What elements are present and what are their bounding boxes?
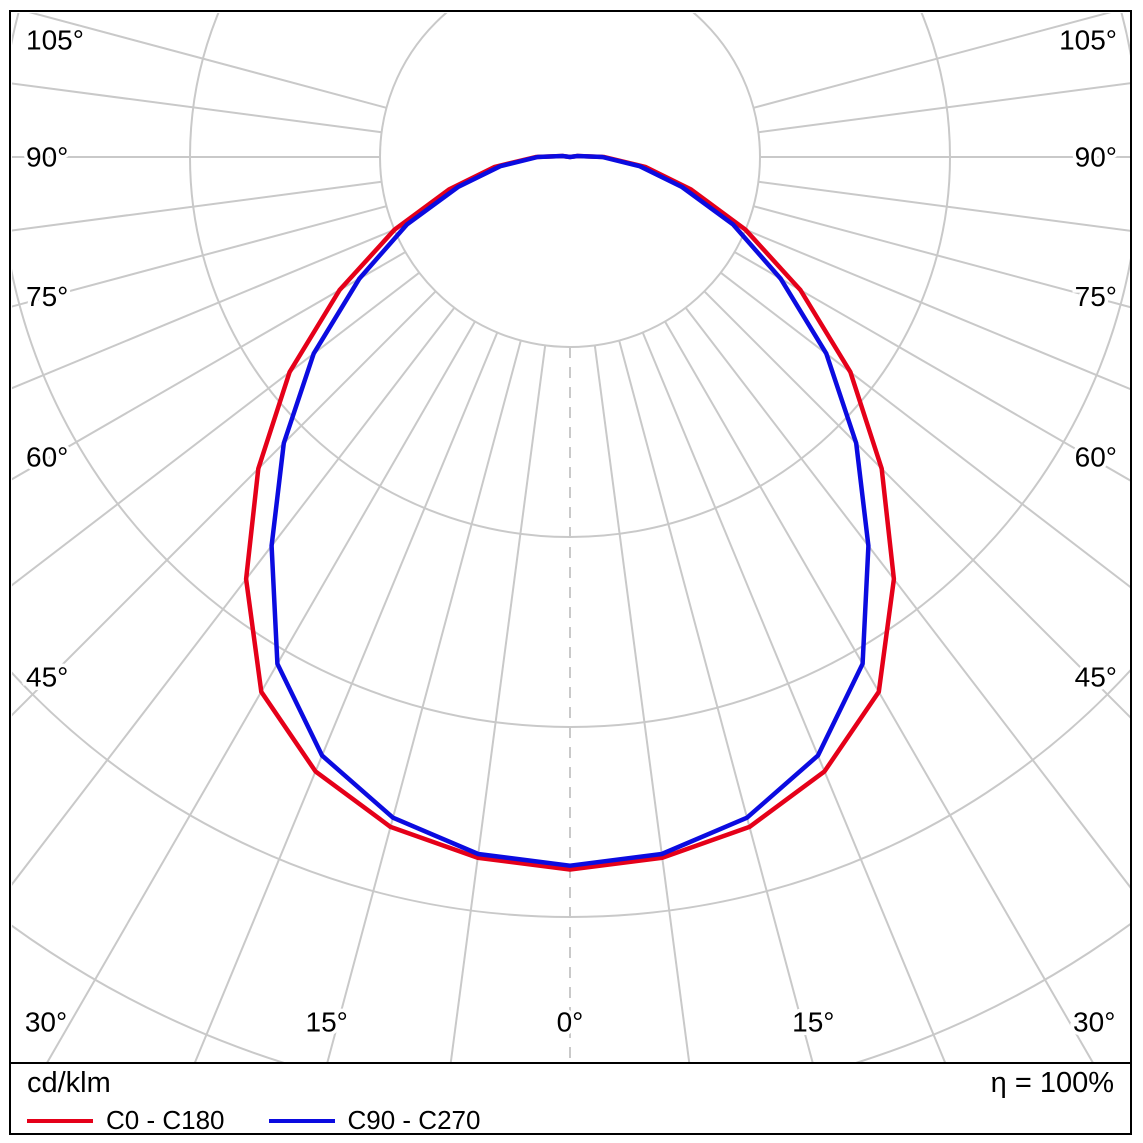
angle-label-bottom-0: 0° [557,1007,584,1038]
angle-label-left-60: 60° [26,442,68,473]
grid-ray-82.5 [758,180,1130,232]
grid-ray-22.5 [641,332,946,1062]
angle-label-left-90: 90° [26,142,68,173]
efficiency-label: η = 100% [990,1067,1114,1099]
legend-swatch-c90-c270-icon [268,1118,335,1123]
legend: C0 - C180 C90 - C270 [27,1105,1114,1136]
grid-ray-75 [753,205,1130,309]
polar-chart: 45° 45° 60° 60° 75° 75° 90° 90° 105° 105° 0° 15° 15°… [12,13,1130,1062]
footer-top-row: cd/klm η = 100% [27,1067,1114,1100]
polar-grid [12,13,1130,1062]
grid-ray-30 [664,321,1094,1062]
legend-label-c90-c270: C90 - C270 [347,1105,481,1135]
grid-ray-52.5 [720,271,1130,588]
grid-ray-97.5 [758,82,1130,134]
angle-label-left-75: 75° [26,281,68,312]
angle-label-bottom-left-15: 15° [306,1007,348,1038]
legend-swatch-c0-c180-icon [27,1118,93,1123]
legend-label-c0-c180: C0 - C180 [106,1105,225,1135]
grid-ray-75 [12,205,387,308]
grid-ray-7.5 [593,345,691,1062]
curve-c90-c270 [269,153,871,868]
grid-ray-37.5 [684,307,1130,889]
angle-label-right-45: 45° [1075,662,1117,693]
angle-label-left-45: 45° [26,662,68,693]
grid-ray-105 [753,13,1112,109]
grid-ray-15 [326,340,522,1062]
grid-ray-67.5 [12,228,395,390]
grid-ray-52.5 [12,271,420,587]
angle-label-right-60: 60° [1075,442,1117,473]
grid-ray-82.5 [12,180,382,232]
grid-ray-7.5 [449,345,547,1062]
chart-footer: cd/klm η = 100% C0 - C180 C90 - C270 [11,1062,1130,1136]
grid-ray-60 [734,251,1130,482]
grid-ray-97.5 [12,82,382,134]
angle-label-right-90: 90° [1075,142,1117,173]
angle-label-right-105: 105° [1059,25,1117,56]
angle-label-bottom-left-30: 30° [25,1007,67,1038]
grid-ray-37.5 [12,307,456,886]
angle-label-bottom-right-15: 15° [792,1007,834,1038]
angle-label-left-105: 105° [26,25,84,56]
unit-label: cd/klm [27,1067,111,1099]
grid-ray-67.5 [745,228,1130,391]
angle-label-bottom-right-30: 30° [1073,1007,1115,1038]
curve-c0-c180 [243,153,897,872]
grid-ray-105 [28,13,387,109]
grid-ray-60 [12,251,406,481]
grid-ray-30 [46,321,476,1062]
angle-label-right-75: 75° [1075,281,1117,312]
chart-frame: cd/klm η = 100% C0 - C180 C90 - C270 [9,10,1132,1135]
polar-plot-area [11,12,1130,1062]
grid-ray-15 [618,340,814,1062]
grid-ray-22.5 [194,332,499,1062]
